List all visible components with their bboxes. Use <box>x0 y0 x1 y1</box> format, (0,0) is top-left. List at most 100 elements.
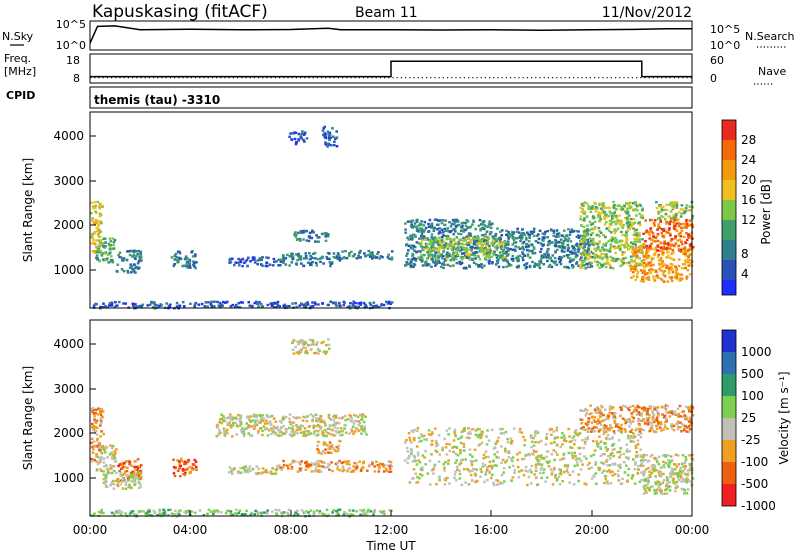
power-cell <box>183 305 186 308</box>
velocity-cell <box>454 479 458 482</box>
velocity-cell <box>665 476 669 479</box>
velocity-cell <box>656 406 660 409</box>
power-cell <box>608 247 612 251</box>
velocity-cell <box>121 473 125 477</box>
power-cell <box>542 256 545 259</box>
velocity-cell <box>413 458 417 461</box>
velocity-cell <box>620 482 624 485</box>
velocity-cell <box>468 432 471 436</box>
power-cell <box>218 305 222 308</box>
power-cell <box>650 238 653 241</box>
velocity-cell <box>642 492 646 495</box>
power-cell <box>691 206 694 209</box>
power-cell <box>536 263 540 266</box>
velocity-cell <box>283 432 286 435</box>
velocity-cell <box>222 414 225 418</box>
power-cell <box>390 250 394 253</box>
velocity-cell <box>680 430 683 433</box>
power-cell <box>406 258 410 261</box>
velocity-cell <box>606 427 610 430</box>
power-cell <box>233 305 237 309</box>
velocity-cell <box>311 418 314 422</box>
velocity-cell <box>637 419 640 423</box>
power-cell <box>660 228 664 231</box>
power-cell <box>571 259 574 262</box>
velocity-cell <box>648 405 652 408</box>
power-cell <box>487 237 491 240</box>
power-cell <box>483 242 487 245</box>
velocity-cell <box>573 464 577 468</box>
velocity-cell <box>244 465 247 468</box>
power-cell <box>501 249 505 253</box>
power-cell <box>97 250 100 254</box>
velocity-cell <box>599 454 603 458</box>
velocity-cell <box>274 472 278 475</box>
power-cell <box>266 264 269 268</box>
velocity-cell <box>548 460 551 463</box>
velocity-cell <box>609 426 612 429</box>
velocity-cell <box>538 455 541 458</box>
power-cell <box>116 270 119 273</box>
power-cell <box>436 254 439 257</box>
velocity-cell <box>124 487 128 490</box>
power-cell <box>586 224 589 227</box>
power-cell <box>491 244 495 247</box>
power-cell <box>553 262 557 265</box>
power-cell <box>132 269 136 272</box>
power-cell <box>538 266 542 270</box>
power-cell <box>674 275 677 278</box>
velocity-cell <box>584 437 587 440</box>
velocity-cell <box>673 482 676 485</box>
power-cell <box>417 256 421 259</box>
power-cell <box>511 243 515 246</box>
power-cell <box>665 203 668 207</box>
power-cell <box>598 230 601 233</box>
velocity-cell <box>481 465 485 468</box>
power-cell <box>90 242 93 245</box>
velocity-cell <box>253 427 256 430</box>
power-cell <box>134 266 137 270</box>
power-cell <box>674 272 678 275</box>
power-cell <box>295 253 298 256</box>
velocity-cell <box>676 407 680 410</box>
power-cell <box>647 278 651 281</box>
velocity-cell <box>645 483 648 487</box>
power-cell <box>539 259 543 262</box>
velocity-cell <box>471 479 474 482</box>
power-panel: 4000 3000 2000 1000 Slant Range [km] 28 … <box>21 111 773 310</box>
velocity-cell <box>509 437 513 440</box>
velocity-cell <box>348 432 351 435</box>
power-cell <box>676 272 680 276</box>
power-cell <box>462 239 466 242</box>
velocity-cell <box>413 428 416 432</box>
velocity-cell <box>587 420 590 423</box>
velocity-cell <box>375 460 378 463</box>
power-cell <box>558 245 562 249</box>
power-cell <box>574 255 578 259</box>
power-cell <box>459 242 463 245</box>
power-cell <box>577 236 581 239</box>
power-cell <box>470 246 474 249</box>
velocity-cell <box>90 460 94 463</box>
velocity-cell <box>497 436 500 439</box>
velocity-cell <box>299 469 302 472</box>
power-cell <box>291 252 294 256</box>
power-cell <box>275 306 278 309</box>
velocity-cell <box>100 452 104 455</box>
velocity-cell <box>604 446 608 449</box>
velocity-cell <box>566 464 570 467</box>
power-cell <box>478 218 482 222</box>
power-cell <box>480 240 484 243</box>
power-cell <box>508 235 511 238</box>
velocity-cell <box>486 468 489 471</box>
power-cell <box>641 250 644 254</box>
power-cell <box>433 236 436 239</box>
power-cell <box>96 258 99 261</box>
velocity-cell <box>555 426 559 429</box>
power-cell <box>109 240 113 243</box>
power-cell <box>455 236 459 239</box>
velocity-cell <box>648 429 652 433</box>
velocity-cell <box>416 426 420 430</box>
power-cell <box>309 262 312 265</box>
power-cell <box>193 261 196 265</box>
